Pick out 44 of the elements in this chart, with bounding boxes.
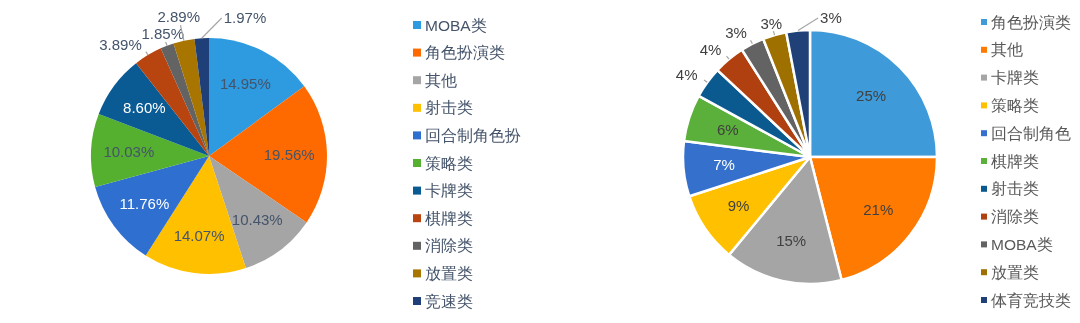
- data-label: 10.03%: [103, 143, 155, 161]
- data-label: 1.97%: [223, 9, 267, 26]
- legend-label: 卡牌类: [991, 69, 1039, 87]
- data-label: 11.76%: [119, 194, 170, 212]
- legend-label: 射击类: [991, 180, 1039, 198]
- data-label: 3%: [725, 24, 747, 42]
- data-label: 19.56%: [263, 145, 315, 163]
- data-label: 25%: [856, 86, 887, 104]
- legend-label: 消除类: [425, 237, 473, 255]
- legend-label: 体育竞技类: [991, 291, 1071, 309]
- legend-label: MOBA类: [991, 235, 1053, 253]
- data-label: 1.85%: [141, 25, 185, 43]
- legend-label: 角色扮演类: [425, 44, 505, 62]
- data-label: 15%: [776, 232, 807, 250]
- legend-label: MOBA类: [425, 16, 487, 34]
- legend-label: 放置类: [991, 263, 1039, 281]
- legend-label: 策略类: [991, 96, 1039, 114]
- legend-label: 策略类: [425, 154, 473, 172]
- data-label: 4%: [699, 40, 722, 58]
- data-label: 3%: [820, 9, 842, 26]
- data-label: 9%: [727, 196, 750, 214]
- data-label: 10.43%: [231, 211, 283, 229]
- data-label: 8.60%: [123, 99, 166, 117]
- data-label: 3%: [760, 14, 783, 32]
- data-label: 3.89%: [99, 35, 142, 53]
- data-label: 2.89%: [157, 8, 201, 26]
- legend-label: 其他: [425, 71, 457, 89]
- data-label: 4%: [675, 66, 698, 84]
- legend-label: 其他: [991, 41, 1023, 59]
- legend-label: 卡牌类: [425, 182, 473, 200]
- legend-label: 回合制角色: [991, 124, 1071, 142]
- legend-label: 棋牌类: [425, 209, 473, 227]
- legend-label: 回合制角色扮: [425, 126, 521, 144]
- legend-label: 放置类: [425, 264, 473, 282]
- legend-label: 消除类: [991, 208, 1039, 226]
- legend-label: 棋牌类: [991, 152, 1039, 170]
- data-label: 14.95%: [219, 75, 271, 93]
- data-label: 7%: [713, 156, 735, 174]
- data-label: 14.07%: [173, 226, 225, 244]
- legend-label: 射击类: [425, 99, 473, 117]
- legend-label: 角色扮演类: [991, 13, 1071, 31]
- data-label: 6%: [717, 121, 739, 139]
- legend-label: 竞速类: [425, 292, 473, 310]
- data-label: 21%: [863, 200, 894, 218]
